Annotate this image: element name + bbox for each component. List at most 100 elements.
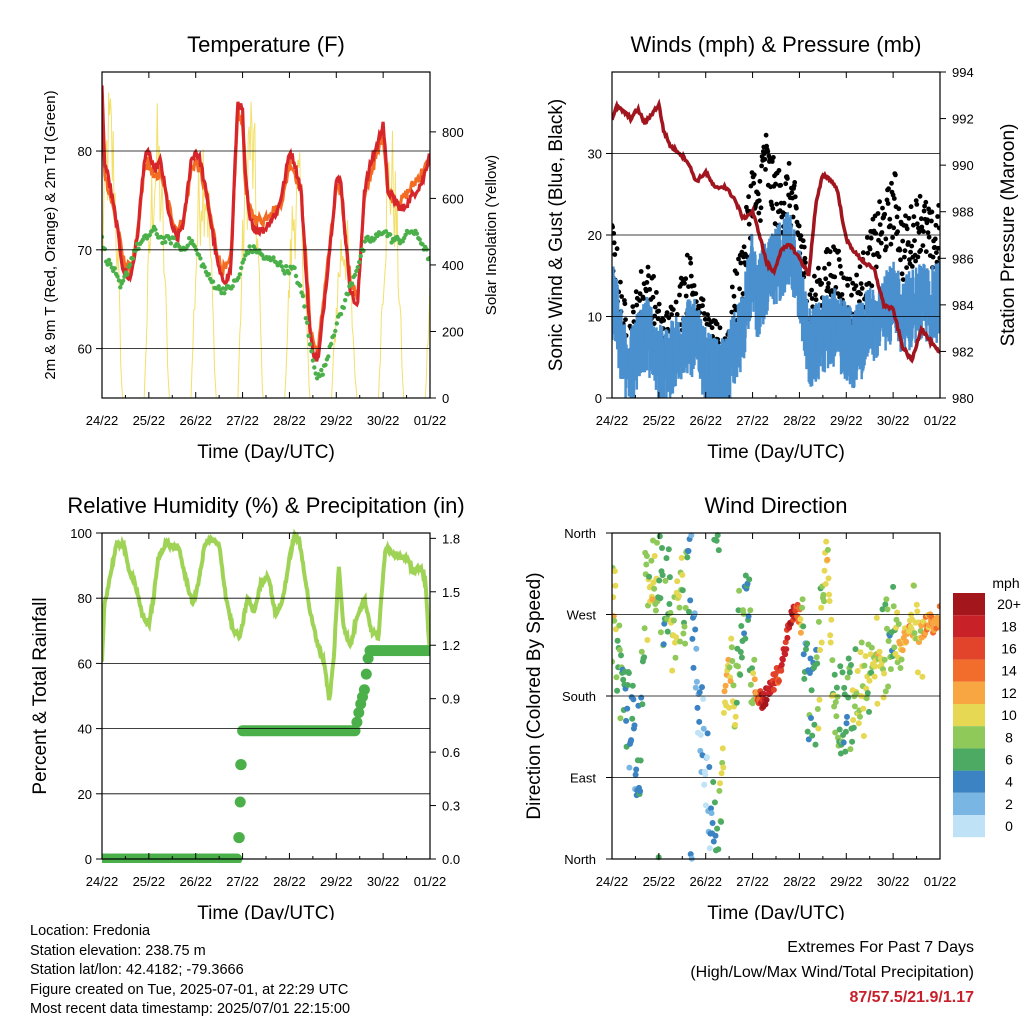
gust-point [929, 209, 935, 215]
x-tick-label: 30/22 [877, 413, 910, 428]
temp-9m-line [102, 91, 430, 355]
x-tick-label: 28/22 [273, 413, 306, 428]
gust-point [630, 304, 636, 309]
gust-point [794, 205, 799, 211]
y-tick-label: 60 [78, 342, 92, 357]
dewpoint-point [424, 247, 429, 252]
dewpoint-point [293, 273, 299, 279]
wind-direction-point [911, 630, 918, 637]
y-tick-label: North [564, 852, 596, 867]
wind-direction-point [914, 669, 921, 676]
wind-direction-point [666, 574, 673, 581]
wind-direction-point [719, 759, 726, 766]
panel-title: Relative Humidity (%) & Precipitation (i… [67, 493, 464, 518]
gust-point [622, 301, 628, 307]
wind-direction-point [898, 656, 905, 663]
dewpoint-point [307, 342, 313, 347]
wind-direction-point [685, 548, 692, 554]
y-right-tick-label: 984 [952, 298, 974, 313]
speed-colorbar: mph 20+ 18 16 14 12 10 8 6 4 2 0 [953, 575, 1021, 838]
gust-point [700, 303, 705, 309]
y-tick-label: 0 [85, 852, 92, 867]
x-axis-label: Time (Day/UTC) [197, 903, 335, 920]
gust-point [792, 180, 798, 185]
y-tick-label: 10 [588, 310, 602, 325]
wind-direction-point [672, 654, 679, 661]
x-tick-label: 24/22 [596, 413, 629, 428]
wind-direction-point [673, 634, 680, 641]
dewpoint-point [331, 333, 337, 338]
gust-point [887, 216, 893, 222]
gust-point [908, 204, 914, 210]
gust-point [858, 291, 863, 297]
temp-2m-line [102, 85, 430, 362]
wind-direction-point [620, 676, 627, 683]
y-tick-label: 100 [70, 526, 92, 541]
wind-direction-point [631, 722, 638, 729]
wind-direction-point [672, 639, 678, 646]
gust-point [737, 286, 742, 292]
wind-direction-point [809, 732, 816, 739]
wind-direction-point [800, 623, 807, 630]
gust-point [859, 286, 865, 291]
wind-direction-point [782, 651, 789, 658]
gust-point [641, 296, 646, 301]
dewpoint-point [320, 372, 325, 377]
wind-direction-point [833, 684, 840, 691]
dewpoint-point [216, 284, 221, 289]
dewpoint-point [279, 264, 285, 269]
wind-direction-point [913, 601, 920, 608]
y-right-tick-label: 1.2 [442, 638, 460, 653]
wind-direction-point [811, 721, 818, 728]
y-tick-label: 60 [78, 656, 92, 671]
y-tick-label: 40 [78, 722, 92, 737]
gust-point [936, 203, 940, 208]
gust-point [619, 294, 624, 299]
precip-point [231, 853, 243, 863]
wind-direction-point [720, 764, 727, 771]
dewpoint-point [383, 229, 389, 234]
gust-point [877, 199, 882, 205]
gust-point [926, 234, 932, 240]
gust-point [714, 321, 720, 327]
gust-point [839, 271, 844, 276]
wind-direction-point [818, 604, 825, 611]
gust-point [740, 291, 746, 297]
gust-point [807, 292, 813, 297]
wind-direction-point [818, 639, 825, 646]
dewpoint-point [300, 293, 306, 299]
gust-point [612, 240, 617, 246]
latlon-text: Station lat/lon: 42.4182; -79.3666 [30, 962, 244, 978]
humidity-line [102, 529, 430, 701]
colorbar-label: 0 [1005, 818, 1013, 834]
precip-point [349, 725, 361, 737]
wind-direction-point [728, 644, 735, 651]
wind-direction-point [746, 576, 753, 583]
wind-direction-point [656, 533, 663, 540]
dewpoint-point [400, 239, 405, 244]
wind-direction-point [843, 720, 850, 727]
gust-point [759, 163, 764, 169]
wind-direction-point [936, 603, 940, 610]
gust-point [921, 208, 927, 214]
wind-direction-point [827, 632, 834, 639]
wind-direction-point [855, 720, 862, 727]
wind-direction-point [681, 623, 688, 630]
wind-direction-point [623, 717, 630, 724]
dewpoint-point [237, 272, 242, 277]
wind-direction-point [614, 687, 621, 694]
gust-point [774, 201, 780, 207]
dewpoint-point [354, 268, 359, 274]
gust-point [923, 199, 929, 205]
wind-direction-point [612, 658, 615, 665]
wind-direction-point [820, 591, 827, 598]
dewpoint-point [334, 321, 339, 326]
x-tick-label: 24/22 [596, 874, 629, 889]
wind-direction-point [669, 667, 676, 674]
x-tick-label: 30/22 [367, 874, 400, 889]
wind-direction-point [646, 573, 653, 580]
wind-direction-point [612, 617, 618, 624]
gust-point [883, 236, 889, 242]
wind-direction-point [747, 607, 754, 614]
gust-point [751, 180, 757, 186]
